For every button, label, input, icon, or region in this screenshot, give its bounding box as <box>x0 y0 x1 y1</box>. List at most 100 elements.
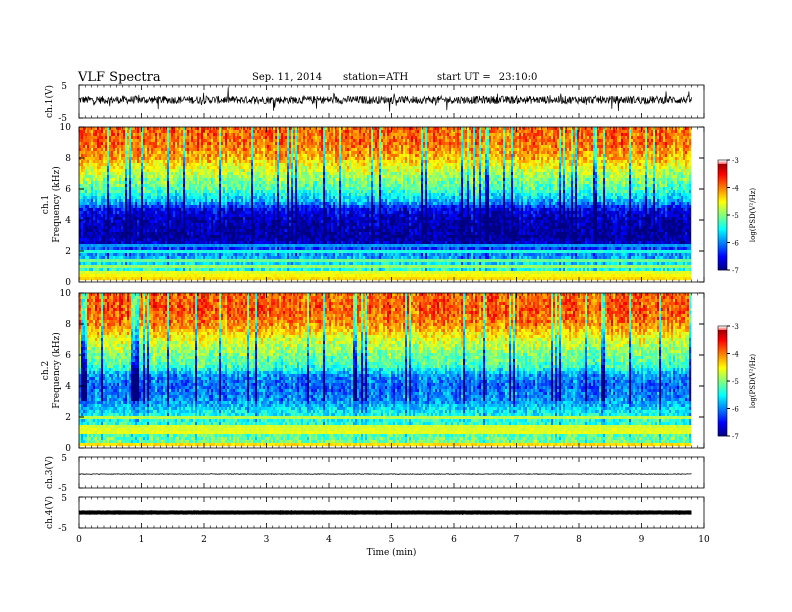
spectrogram-cell <box>637 169 640 173</box>
spectrogram-cell <box>643 142 646 146</box>
spectrogram-cell <box>331 160 334 164</box>
spectrogram-cell <box>337 130 340 134</box>
spectrogram-cell <box>133 139 136 143</box>
spectrogram-cell <box>129 157 132 161</box>
spectrogram-cell <box>607 154 610 158</box>
spectrogram-cell <box>367 157 370 161</box>
spectrogram-cell <box>617 127 620 131</box>
spectrogram-cell <box>601 127 604 131</box>
spectrogram-cell <box>511 163 514 167</box>
spectrogram-cell <box>623 166 626 170</box>
spectrogram-cell <box>435 160 438 164</box>
spectrogram-cell <box>127 136 130 140</box>
spectrogram-cell <box>211 145 214 149</box>
spectrogram-cell <box>655 127 658 131</box>
spectrogram-cell <box>553 163 556 167</box>
spectrogram-cell <box>391 166 394 170</box>
spectrogram-cell <box>515 151 518 155</box>
spectrogram-cell <box>313 154 316 158</box>
spectrogram-cell <box>113 157 116 161</box>
spectrogram-cell <box>165 166 168 170</box>
spectrogram-cell <box>107 136 110 140</box>
spectrogram-cell <box>161 127 164 131</box>
spectrogram-cell <box>505 130 508 134</box>
spectrogram-cell <box>625 136 628 140</box>
spectrogram-cell <box>161 172 164 176</box>
spectrogram-cell <box>417 172 420 176</box>
spectrogram-cell <box>421 157 424 161</box>
spectrogram-cell <box>517 142 520 146</box>
spectrogram-cell <box>667 133 670 137</box>
spectrogram-cell <box>383 127 386 131</box>
spectrogram-cell <box>687 160 690 164</box>
spectrogram-cell <box>601 151 604 155</box>
spectrogram-cell <box>485 130 488 134</box>
spectrogram-cell <box>407 127 410 131</box>
spectrogram-cell <box>255 160 258 164</box>
spectrogram-cell <box>499 169 502 173</box>
spectrogram-cell <box>437 160 440 164</box>
spectrogram-cell <box>535 163 538 167</box>
spectrogram-cell <box>683 154 686 158</box>
spectrogram-cell <box>509 145 512 149</box>
spectrogram-cell <box>85 139 88 143</box>
spectrogram-cell <box>185 133 188 137</box>
spectrogram-cell <box>365 142 368 146</box>
spectrogram-cell <box>325 169 328 173</box>
spectrogram-cell <box>215 160 218 164</box>
spectrogram-cell <box>191 127 194 131</box>
spectrogram-cell <box>587 169 590 173</box>
spectrogram-cell <box>361 169 364 173</box>
spectrogram-cell <box>267 142 270 146</box>
spectrogram-cell <box>567 136 570 140</box>
spectrogram-cell <box>127 151 130 155</box>
spectrogram-cell <box>293 172 296 176</box>
spectrogram-cell <box>501 145 504 149</box>
spectrogram-cell <box>677 154 680 158</box>
spectrogram-cell <box>641 160 644 164</box>
spectrogram-cell <box>527 169 530 173</box>
spectrogram-cell <box>669 145 672 149</box>
spectrogram-cell <box>319 157 322 161</box>
spectrogram-cell <box>615 163 618 167</box>
spectrogram-cell <box>339 148 342 152</box>
spectrogram-cell <box>615 133 618 137</box>
spectrogram-cell <box>533 130 536 134</box>
spectrogram-cell <box>297 127 300 131</box>
spectrogram-cell <box>365 160 368 164</box>
spectrogram-cell <box>683 145 686 149</box>
spectrogram-cell <box>575 130 578 134</box>
spectrogram-cell <box>217 169 220 173</box>
spectrogram-cell <box>385 148 388 152</box>
spectrogram-cell <box>225 163 228 167</box>
spectrogram-cell <box>679 166 682 170</box>
spectrogram-cell <box>457 127 460 131</box>
spectrogram-cell <box>403 157 406 161</box>
spectrogram-cell <box>315 127 318 131</box>
spectrogram-cell <box>683 160 686 164</box>
spectrogram-cell <box>309 133 312 137</box>
spectrogram-cell <box>471 157 474 161</box>
spectrogram-cell <box>651 127 654 131</box>
spectrogram-cell <box>159 160 162 164</box>
spectrogram-cell <box>285 163 288 167</box>
spectrogram-cell <box>613 130 616 134</box>
spectrogram-cell <box>481 157 484 161</box>
spectrogram-cell <box>521 166 524 170</box>
spectrogram-cell <box>381 133 384 137</box>
spectrogram-cell <box>455 163 458 167</box>
spectrogram-cell <box>185 154 188 158</box>
spectrogram-cell <box>475 130 478 134</box>
spectrogram-cell <box>379 130 382 134</box>
spectrogram-cell <box>387 154 390 158</box>
spectrogram-cell <box>661 160 664 164</box>
spectrogram-cell <box>475 163 478 167</box>
spectrogram-cell <box>653 169 656 173</box>
spectrogram-cell <box>425 142 428 146</box>
spectrogram-cell <box>101 166 104 170</box>
spectrogram-cell <box>349 136 352 140</box>
spectrogram-cell <box>245 142 248 146</box>
spectrogram-cell <box>447 160 450 164</box>
spectrogram-cell <box>299 166 302 170</box>
spectrogram-cell <box>563 157 566 161</box>
